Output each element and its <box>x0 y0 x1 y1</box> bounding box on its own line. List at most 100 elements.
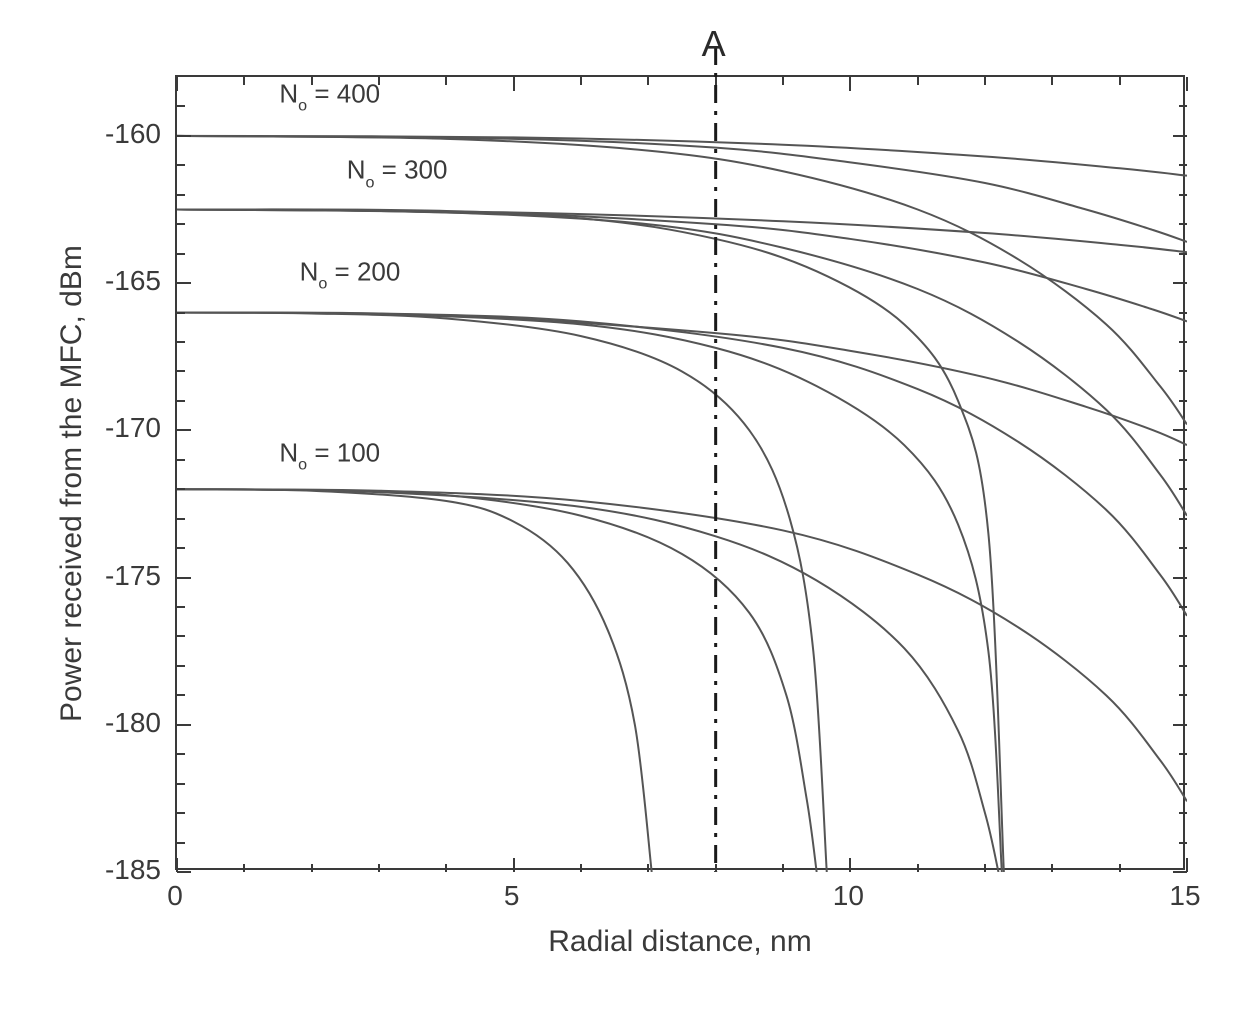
tick-label: 0 <box>167 880 183 912</box>
axis-tick <box>917 77 919 85</box>
series-curve <box>177 489 998 872</box>
axis-tick <box>1179 694 1187 696</box>
axis-tick <box>177 724 191 726</box>
axis-tick <box>1179 341 1187 343</box>
axis-tick <box>782 864 784 872</box>
axis-tick <box>177 429 191 431</box>
axis-tick <box>177 812 185 814</box>
axis-tick <box>177 871 191 873</box>
axis-tick <box>1179 164 1187 166</box>
series-curve <box>177 210 1004 873</box>
axis-tick <box>177 459 185 461</box>
axis-tick <box>513 858 515 872</box>
axis-tick <box>1179 518 1187 520</box>
axis-tick <box>647 864 649 872</box>
axis-tick <box>177 753 185 755</box>
axis-tick <box>445 864 447 872</box>
axis-tick <box>1179 370 1187 372</box>
axis-tick <box>1119 77 1121 85</box>
axis-tick <box>177 370 185 372</box>
tick-label: -180 <box>105 707 161 739</box>
axis-tick <box>1173 135 1187 137</box>
tick-label: 15 <box>1169 880 1200 912</box>
y-axis-label: Power received from the MFC, dBm <box>55 245 89 722</box>
axis-tick <box>177 253 185 255</box>
axis-tick <box>243 77 245 85</box>
axis-tick <box>1179 223 1187 225</box>
axis-tick <box>243 864 245 872</box>
series-curve <box>177 489 817 872</box>
axis-tick <box>1186 858 1188 872</box>
axis-tick <box>177 547 185 549</box>
axis-tick <box>177 577 191 579</box>
tick-label: 5 <box>504 880 520 912</box>
series-curve <box>177 210 1187 253</box>
series-curve <box>177 136 1187 176</box>
axis-tick <box>177 282 191 284</box>
chart-page: Power received from the MFC, dBm Radial … <box>0 0 1240 1033</box>
series-label: No = 100 <box>279 437 380 472</box>
axis-tick <box>1179 312 1187 314</box>
axis-tick <box>1179 400 1187 402</box>
plot-area <box>175 75 1185 870</box>
series-curve <box>177 136 1187 242</box>
axis-tick <box>1179 488 1187 490</box>
axis-tick <box>1173 724 1187 726</box>
axis-tick <box>513 77 515 91</box>
axis-tick <box>177 488 185 490</box>
axis-tick <box>1186 77 1188 91</box>
series-curve <box>177 489 652 872</box>
axis-tick <box>177 783 185 785</box>
axis-tick <box>177 194 185 196</box>
axis-tick <box>1179 635 1187 637</box>
series-curve <box>177 313 827 872</box>
axis-tick <box>984 864 986 872</box>
series-label: No = 400 <box>279 78 380 113</box>
axis-tick <box>580 864 582 872</box>
axis-tick <box>1173 429 1187 431</box>
axis-tick <box>1173 282 1187 284</box>
axis-tick <box>715 864 717 872</box>
axis-tick <box>177 518 185 520</box>
axis-tick <box>984 77 986 85</box>
axis-tick <box>177 635 185 637</box>
axis-tick <box>177 135 191 137</box>
axis-tick <box>782 77 784 85</box>
axis-tick <box>177 223 185 225</box>
chart-curves <box>177 77 1187 872</box>
tick-label: 10 <box>833 880 864 912</box>
axis-tick <box>177 606 185 608</box>
axis-tick <box>445 77 447 85</box>
axis-tick <box>1179 783 1187 785</box>
axis-tick <box>177 164 185 166</box>
axis-tick <box>378 864 380 872</box>
axis-tick <box>580 77 582 85</box>
axis-tick <box>177 312 185 314</box>
series-label: No = 200 <box>300 256 401 291</box>
tick-label: -175 <box>105 560 161 592</box>
axis-tick <box>176 77 178 91</box>
axis-tick <box>1179 547 1187 549</box>
axis-tick <box>1051 77 1053 85</box>
axis-tick <box>1179 665 1187 667</box>
axis-tick <box>1179 105 1187 107</box>
tick-label: -185 <box>105 854 161 886</box>
tick-label: -165 <box>105 265 161 297</box>
axis-tick <box>1179 812 1187 814</box>
axis-tick <box>176 858 178 872</box>
axis-tick <box>1179 842 1187 844</box>
axis-tick <box>647 77 649 85</box>
axis-tick <box>1179 606 1187 608</box>
axis-tick <box>177 105 185 107</box>
axis-tick <box>715 77 717 85</box>
axis-tick <box>1051 864 1053 872</box>
axis-tick <box>177 341 185 343</box>
tick-label: -160 <box>105 118 161 150</box>
x-axis-label: Radial distance, nm <box>548 925 811 959</box>
axis-tick <box>917 864 919 872</box>
series-label: No = 300 <box>347 155 448 190</box>
axis-tick <box>1179 253 1187 255</box>
axis-tick <box>1179 194 1187 196</box>
axis-tick <box>177 665 185 667</box>
axis-tick <box>1173 577 1187 579</box>
